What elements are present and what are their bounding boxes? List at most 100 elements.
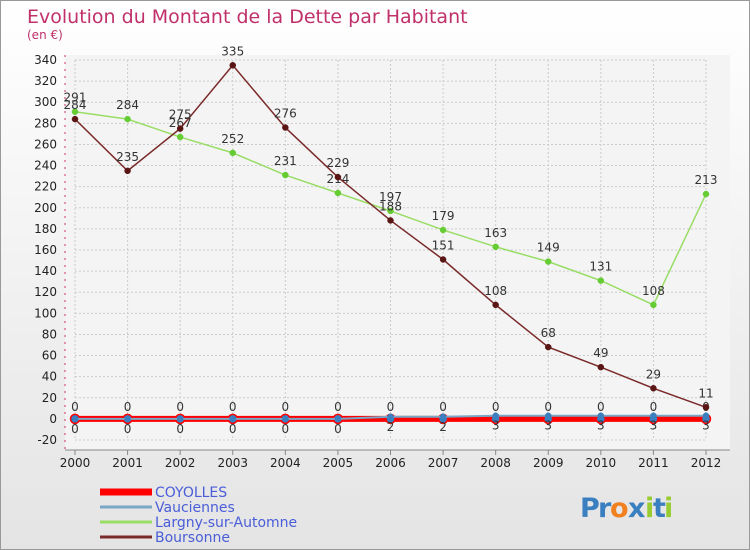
data-point bbox=[492, 412, 499, 419]
y-tick-label: 320 bbox=[34, 74, 57, 88]
data-label: 0 bbox=[176, 400, 184, 414]
svg-text:x: x bbox=[628, 493, 645, 524]
data-point bbox=[334, 189, 342, 197]
data-label: 3 bbox=[492, 419, 500, 433]
data-point bbox=[387, 207, 394, 215]
data-point bbox=[71, 108, 79, 115]
plot-area bbox=[65, 55, 730, 450]
data-point bbox=[597, 277, 605, 284]
data-point bbox=[124, 167, 131, 175]
data-label: 0 bbox=[439, 400, 447, 414]
y-tick-label: 340 bbox=[34, 53, 57, 67]
data-label: 179 bbox=[432, 209, 455, 223]
data-point bbox=[229, 62, 236, 69]
x-tick-label: 2003 bbox=[217, 456, 248, 470]
data-label: 284 bbox=[116, 98, 139, 112]
data-label: 0 bbox=[176, 422, 184, 436]
y-tick-label: 180 bbox=[34, 222, 57, 236]
data-point bbox=[71, 115, 79, 123]
data-point bbox=[545, 412, 552, 419]
data-label: 0 bbox=[492, 400, 500, 414]
data-label: 0 bbox=[387, 400, 395, 414]
y-tick-label: 200 bbox=[34, 201, 57, 215]
data-label: 49 bbox=[593, 346, 608, 360]
data-label: 252 bbox=[221, 132, 244, 146]
y-tick-label: 140 bbox=[34, 264, 57, 278]
y-tick-label: 300 bbox=[34, 95, 57, 109]
data-point bbox=[439, 226, 447, 234]
y-tick-label: -20 bbox=[37, 433, 57, 447]
data-point bbox=[387, 217, 394, 224]
data-point bbox=[71, 415, 79, 423]
data-label: 0 bbox=[71, 422, 79, 436]
data-label: 335 bbox=[221, 44, 244, 58]
data-label: 235 bbox=[116, 150, 139, 164]
data-label: 276 bbox=[274, 107, 297, 121]
x-tick-label: 2000 bbox=[60, 456, 91, 470]
data-label: 108 bbox=[484, 284, 507, 298]
x-tick-label: 2006 bbox=[375, 456, 406, 470]
data-point bbox=[229, 149, 236, 157]
data-point bbox=[650, 385, 657, 392]
proxiti-logo: P r o x i t i bbox=[580, 493, 673, 524]
data-point bbox=[702, 190, 710, 198]
y-tick-label: 40 bbox=[42, 370, 57, 384]
svg-text:P: P bbox=[580, 493, 600, 524]
x-tick-label: 2009 bbox=[533, 456, 564, 470]
y-tick-label: 260 bbox=[34, 137, 57, 151]
data-label: 2 bbox=[439, 420, 447, 434]
legend-label: COYOLLES bbox=[155, 485, 227, 501]
data-point bbox=[124, 115, 131, 123]
data-point bbox=[545, 258, 552, 265]
y-axis: -20 0 20 40 60 80 100 120 140 160 180 200 220 240 260 2… bbox=[34, 53, 66, 450]
y-tick-label: 240 bbox=[34, 159, 57, 173]
data-label: 68 bbox=[541, 326, 556, 340]
data-label: 267 bbox=[169, 116, 192, 130]
svg-text:t: t bbox=[653, 493, 666, 524]
data-point bbox=[650, 412, 657, 419]
data-point bbox=[282, 415, 289, 423]
x-tick-label: 2007 bbox=[428, 456, 459, 470]
x-tick-label: 2002 bbox=[165, 456, 196, 470]
y-tick-label: 20 bbox=[42, 391, 57, 405]
data-point bbox=[176, 415, 184, 423]
y-tick-label: 100 bbox=[34, 306, 57, 320]
data-label: 29 bbox=[646, 367, 661, 381]
data-point bbox=[334, 415, 342, 423]
data-point bbox=[439, 413, 447, 421]
data-point bbox=[650, 301, 657, 309]
legend-label: Boursonne bbox=[155, 530, 230, 546]
series-vauciennes: 0 0 0 0 0 0 2 2 3 3 3 3 3 bbox=[71, 412, 710, 436]
series-largny-sur-automne: 291284267252231214197179163149131108213 bbox=[64, 91, 717, 309]
data-point bbox=[282, 124, 289, 131]
data-label: 3 bbox=[650, 419, 658, 433]
chart-title: Evolution du Montant de la Dette par Hab… bbox=[27, 6, 468, 28]
y-tick-label: 280 bbox=[34, 116, 57, 130]
data-label: 2 bbox=[387, 420, 395, 434]
data-point bbox=[545, 343, 552, 351]
data-point bbox=[702, 404, 710, 411]
data-label: 11 bbox=[698, 386, 713, 400]
data-point bbox=[387, 413, 394, 421]
y-tick-label: 80 bbox=[42, 327, 57, 341]
data-label: 0 bbox=[334, 422, 342, 436]
x-tick-label: 2011 bbox=[638, 456, 669, 470]
data-label: 291 bbox=[64, 91, 87, 105]
legend-label: Vauciennes bbox=[155, 500, 235, 516]
data-label: 284 bbox=[64, 98, 87, 112]
data-point bbox=[702, 412, 710, 419]
data-point bbox=[282, 171, 289, 179]
data-label: 231 bbox=[274, 154, 297, 168]
data-label: 0 bbox=[597, 400, 605, 414]
data-point bbox=[334, 173, 342, 181]
data-point bbox=[492, 301, 499, 309]
data-label: 3 bbox=[544, 419, 552, 433]
data-point bbox=[229, 415, 236, 423]
data-point bbox=[124, 415, 131, 423]
y-tick-label: 0 bbox=[49, 412, 57, 426]
data-label: 0 bbox=[229, 422, 237, 436]
data-label: 151 bbox=[432, 239, 455, 253]
data-label: 149 bbox=[537, 241, 560, 255]
x-tick-label: 2005 bbox=[323, 456, 354, 470]
data-label: 131 bbox=[589, 260, 612, 274]
